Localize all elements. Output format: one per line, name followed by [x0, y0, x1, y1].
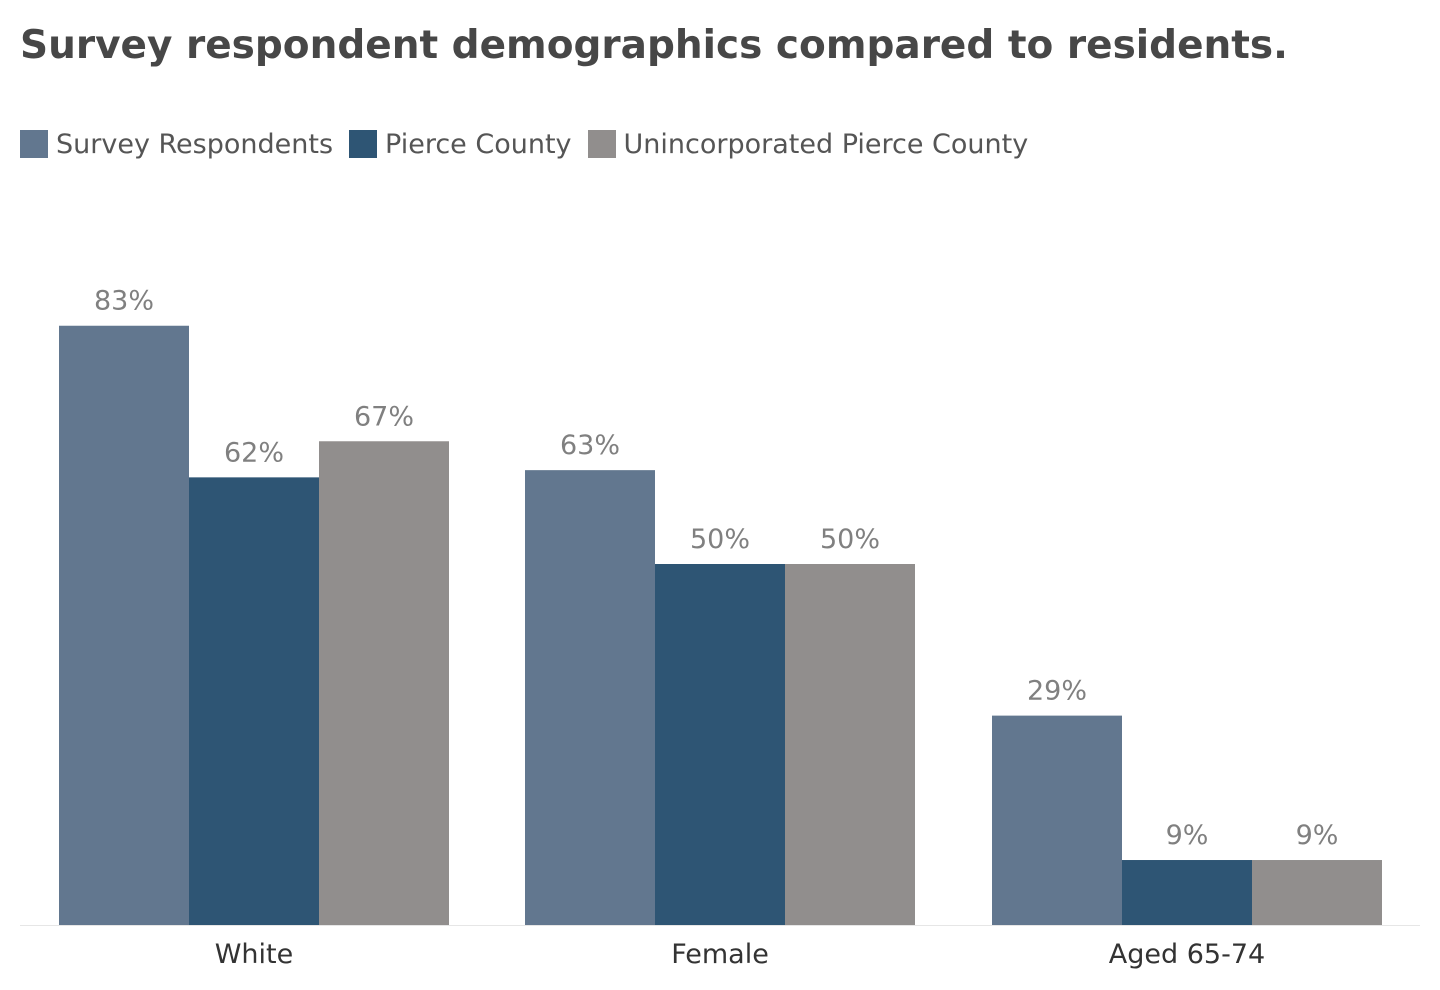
legend-item-unincorporated-pierce-county[interactable]: Unincorporated Pierce County	[587, 128, 1029, 160]
value-label-white-pierce-county: 62%	[224, 437, 284, 468]
value-label-female-unincorporated-pierce-county: 50%	[820, 524, 880, 555]
value-label-female-survey-respondents: 63%	[560, 430, 620, 461]
bar-aged-65-74-survey-respondents[interactable]	[992, 715, 1122, 925]
bar-aged-65-74-unincorporated-pierce-county[interactable]	[1252, 860, 1382, 925]
legend-swatch	[587, 130, 616, 158]
bar-white-unincorporated-pierce-county[interactable]	[319, 441, 449, 925]
value-label-female-pierce-county: 50%	[690, 524, 750, 555]
bar-white-survey-respondents[interactable]	[59, 325, 189, 925]
category-label-female: Female	[671, 939, 769, 970]
category-label-aged-65-74: Aged 65-74	[1109, 939, 1265, 970]
legend: Survey Respondents Pierce County Unincor…	[20, 126, 1044, 162]
bar-female-pierce-county[interactable]	[655, 564, 785, 925]
legend-item-survey-respondents[interactable]: Survey Respondents	[20, 129, 333, 160]
legend-swatch	[349, 130, 378, 158]
legend-swatch	[20, 130, 48, 158]
value-label-aged-65-74-survey-respondents: 29%	[1027, 676, 1087, 707]
legend-label: Unincorporated Pierce County	[623, 128, 1029, 160]
bar-white-pierce-county[interactable]	[189, 477, 319, 925]
value-label-aged-65-74-pierce-county: 9%	[1166, 820, 1209, 851]
category-labels-group: White Female Aged 65-74	[215, 939, 1265, 970]
value-label-aged-65-74-unincorporated-pierce-county: 9%	[1296, 820, 1339, 851]
value-labels-group: 83% 62% 67% 63% 50% 50% 29% 9% 9%	[94, 286, 1338, 851]
bar-female-survey-respondents[interactable]	[525, 470, 655, 925]
category-label-white: White	[215, 939, 294, 970]
bars-group	[59, 325, 1382, 925]
chart-title: Survey respondent demographics compared …	[20, 23, 1288, 68]
value-label-white-unincorporated-pierce-county: 67%	[354, 401, 414, 432]
legend-item-pierce-county[interactable]: Pierce County	[349, 129, 572, 160]
bar-female-unincorporated-pierce-county[interactable]	[785, 564, 915, 925]
bar-aged-65-74-pierce-county[interactable]	[1122, 860, 1252, 925]
legend-label: Survey Respondents	[56, 128, 334, 160]
value-label-white-survey-respondents: 83%	[94, 286, 154, 317]
legend-label: Pierce County	[385, 128, 572, 160]
